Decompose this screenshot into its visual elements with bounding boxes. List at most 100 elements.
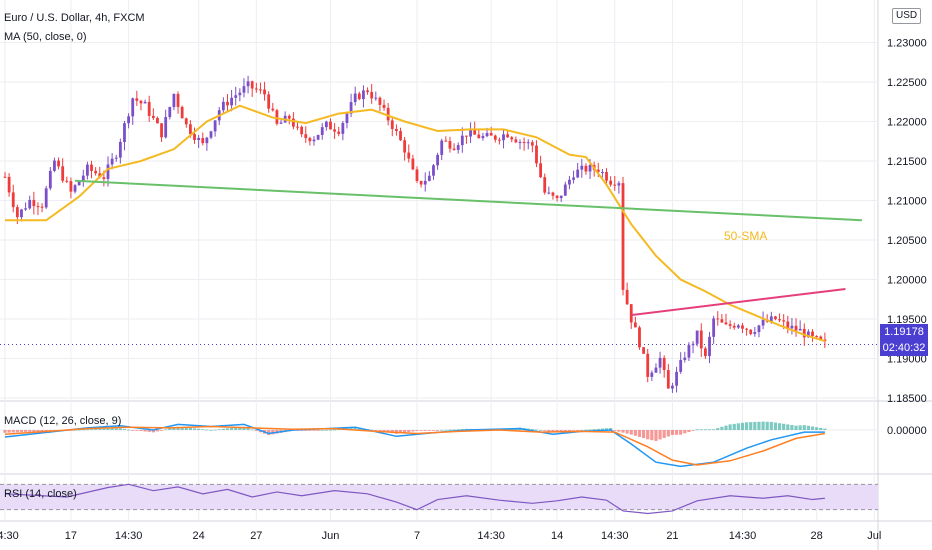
macd-hist-bar [188, 427, 192, 430]
candle-body [24, 208, 27, 210]
macd-hist-bar [407, 430, 411, 433]
candle-body [596, 169, 600, 173]
x-tick-label: 7 [414, 530, 420, 542]
macd-hist-bar [374, 430, 378, 431]
macd-hist-bar [324, 429, 328, 431]
macd-hist-bar [790, 425, 794, 430]
macd-hist-bar [633, 430, 637, 436]
candle-body [378, 97, 382, 105]
candle-body [584, 165, 588, 172]
macd-hist-bar [555, 430, 559, 432]
currency-badge[interactable]: USD [892, 8, 922, 24]
candle-body [390, 120, 394, 130]
y-tick-label: 1.22000 [887, 117, 927, 129]
candle-body [580, 165, 584, 170]
candle-body [798, 328, 802, 331]
candle-body [275, 110, 279, 124]
macd-hist-bar [415, 430, 419, 431]
macd-legend[interactable]: MACD (12, 26, close, 9) [4, 415, 122, 427]
candle-body [493, 135, 497, 140]
candle-body [61, 166, 65, 181]
candle-body [81, 175, 85, 182]
macd-hist-bar [77, 429, 81, 431]
candle-body [193, 134, 196, 140]
candle-body [732, 325, 736, 328]
y-tick-label: 1.18500 [887, 393, 927, 405]
macd-hist-bar [745, 422, 749, 430]
macd-hist-bar [180, 427, 184, 430]
macd-hist-bar [378, 430, 382, 432]
macd-hist-bar [650, 430, 654, 441]
candle-body [419, 181, 423, 185]
macd-hist-bar [234, 427, 238, 430]
macd-hist-bar [242, 426, 246, 430]
macd-hist-bar [547, 430, 551, 432]
candle-body [271, 108, 275, 111]
macd-hist-bar [19, 430, 24, 433]
candle-body [324, 121, 328, 128]
candle-body [213, 120, 217, 132]
candle-body [316, 134, 320, 140]
candle-body [395, 129, 398, 132]
macd-hist-bar [40, 430, 44, 432]
rsi-legend[interactable]: RSI (14, close) [4, 488, 77, 500]
macd-hist-bar [600, 428, 604, 430]
macd-hist-bar [94, 429, 98, 430]
macd-hist-bar [217, 429, 221, 430]
macd-hist-bar [147, 430, 151, 432]
candle-body [638, 327, 641, 348]
candle-body [683, 357, 687, 360]
candle-body [168, 107, 172, 118]
macd-hist-bar [118, 428, 122, 430]
candle-body [357, 93, 361, 100]
candle-body [473, 129, 477, 135]
macd-hist-bar [230, 427, 234, 430]
candle-body [382, 104, 386, 108]
candle-body [123, 123, 126, 142]
candle-body [337, 131, 341, 134]
macd-hist-bar [753, 421, 757, 430]
macd-hist-bar [382, 430, 386, 432]
candle-body [625, 289, 629, 305]
macd-hist-bar [316, 430, 320, 431]
macd-hist-bar [815, 427, 819, 430]
candle-body [176, 93, 180, 107]
candle-body [57, 160, 60, 167]
macd-hist-bar [238, 427, 242, 430]
candle-body [601, 171, 604, 173]
rsi-line [4, 483, 825, 515]
macd-hist-bar [98, 428, 102, 430]
sma-annotation: 50-SMA [724, 229, 767, 243]
symbol-legend[interactable]: Euro / U.S. Dollar, 4h, FXCM [4, 12, 145, 24]
candle-body [156, 118, 159, 124]
candle-body [819, 336, 823, 340]
macd-hist-bar [271, 430, 275, 435]
candle-body [427, 175, 431, 181]
candle-body [671, 385, 674, 389]
macd-hist-bar [658, 430, 662, 440]
candle-body [86, 164, 89, 176]
candle-body [106, 164, 110, 179]
candle-body [774, 316, 777, 320]
candle-body [658, 357, 662, 368]
candle-body [757, 325, 761, 333]
candle-body [366, 90, 369, 93]
candle-body [535, 145, 538, 164]
macd-hist-bar [695, 429, 699, 431]
macd-hist-bar [571, 430, 576, 431]
macd-hist-bar [691, 430, 695, 431]
macd-hist-bar [559, 430, 563, 432]
macd-hist-bar [209, 430, 213, 431]
macd-hist-bar [159, 430, 164, 431]
macd-hist-bar [707, 429, 712, 431]
candle-body [333, 129, 336, 132]
candle-body [90, 164, 93, 171]
candle-body [617, 183, 621, 186]
candle-body [329, 121, 332, 130]
candle-body [530, 142, 534, 146]
macd-hist-bar [24, 430, 28, 432]
ma-legend[interactable]: MA (50, close, 0) [4, 31, 87, 43]
candle-body [399, 131, 402, 141]
candle-body [621, 183, 625, 290]
